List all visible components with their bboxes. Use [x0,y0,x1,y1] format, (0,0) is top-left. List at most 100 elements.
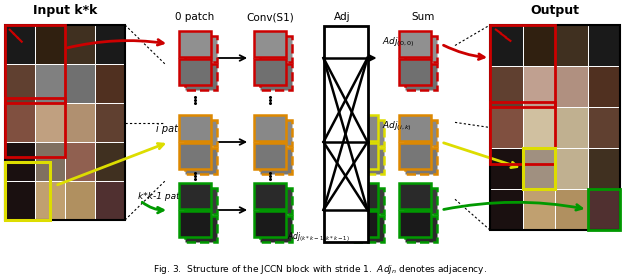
Bar [490,66,522,107]
Bar [346,211,378,237]
Bar [95,181,125,220]
Bar [5,25,65,103]
Bar [5,142,35,181]
Bar [522,107,555,148]
Bar [522,66,555,107]
Bar [346,143,378,169]
Bar [490,148,522,189]
Bar [179,31,211,57]
Bar [490,102,555,164]
Text: $Adj_{(i,k)}$: $Adj_{(i,k)}$ [381,119,412,132]
Bar [179,59,211,85]
Bar [254,143,286,169]
Bar [260,36,292,62]
Bar [260,120,292,146]
Bar [254,59,286,85]
Bar [179,115,211,141]
Bar [555,25,588,66]
Bar [346,183,378,209]
Bar [95,103,125,142]
Bar [399,115,431,141]
Bar [346,115,378,141]
Bar [179,183,211,209]
Bar [405,148,437,174]
Bar [185,216,217,242]
Bar [588,25,620,66]
Bar [490,25,522,66]
Bar [490,189,522,230]
Bar [5,181,35,220]
Bar [399,183,431,209]
Bar [35,181,65,220]
Bar [588,66,620,107]
Bar [65,181,95,220]
Bar [185,188,217,214]
Text: k*k-1 patch: k*k-1 patch [138,192,190,201]
Bar [185,64,217,90]
Bar [405,36,437,62]
Bar [352,216,384,242]
Text: $Adj_{(k*k-1,k*k-1)}$: $Adj_{(k*k-1,k*k-1)}$ [287,231,350,244]
Bar [65,64,95,103]
Bar [399,143,431,169]
Bar [185,36,217,62]
Bar [35,103,65,142]
Bar [405,64,437,90]
Bar [522,148,555,189]
Bar [254,211,286,237]
Bar [5,25,125,220]
Text: Adj: Adj [333,12,350,22]
Bar [95,142,125,181]
Bar [35,64,65,103]
Bar [352,120,384,146]
Bar [588,107,620,148]
Bar [555,189,588,230]
Bar [405,120,437,146]
Bar [260,148,292,174]
Bar [65,25,95,64]
Bar [555,66,588,107]
Bar [399,59,431,85]
Bar [35,25,65,64]
Bar [399,211,431,237]
Bar [352,188,384,214]
Bar [185,120,217,146]
Bar [5,103,35,142]
Bar [399,31,431,57]
Text: Output: Output [531,4,579,17]
Bar [522,148,555,189]
Bar [254,183,286,209]
Bar [95,64,125,103]
Bar [405,188,437,214]
Bar [588,148,620,189]
Text: Sum: Sum [412,12,435,22]
Text: Fig. 3.  Structure of the JCCN block with stride 1.  $Adj_n$ denotes adjacency.: Fig. 3. Structure of the JCCN block with… [153,263,487,276]
Bar [95,25,125,64]
Bar [522,189,555,230]
Bar [555,148,588,189]
Bar [588,189,620,230]
Text: $Adj_{(0,0)}$: $Adj_{(0,0)}$ [381,35,414,48]
Text: Input k*k: Input k*k [33,4,97,17]
Bar [65,142,95,181]
Bar [588,189,620,230]
Bar [490,25,555,107]
Bar [179,211,211,237]
Text: i patch: i patch [157,124,190,134]
Text: Conv(S1): Conv(S1) [246,12,294,22]
Bar [522,25,555,66]
Bar [5,64,35,103]
Bar [254,31,286,57]
Bar [260,188,292,214]
Bar [254,115,286,141]
Bar [405,216,437,242]
Bar [260,64,292,90]
Bar [5,25,35,64]
Bar [555,107,588,148]
Bar [323,26,367,242]
Bar [179,143,211,169]
Bar [260,216,292,242]
Text: 0 patch: 0 patch [175,12,214,22]
Bar [5,98,65,157]
Bar [490,25,620,230]
